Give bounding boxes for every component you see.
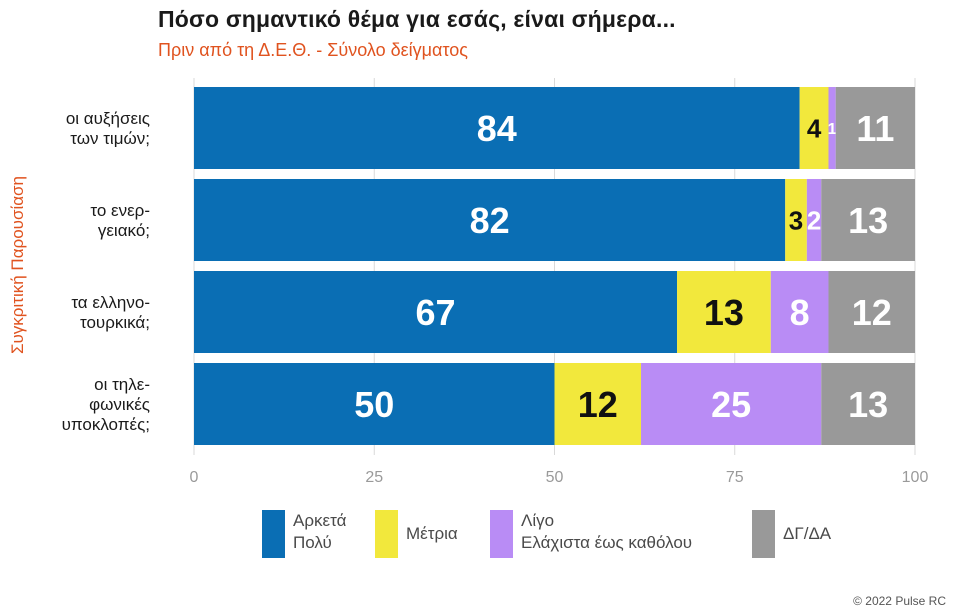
category-label: οι αυξήσεις [66,109,150,128]
legend-label: ΔΓ/ΔΑ [783,524,832,543]
chart-title: Πόσο σημαντικό θέμα για εσάς, είναι σήμε… [158,6,676,32]
bar-segment [770,271,829,353]
category-label: τουρκικά; [80,313,150,332]
legend-swatch [375,510,398,558]
x-tick-label: 75 [726,469,744,486]
x-tick-label: 0 [190,469,199,486]
data-label: 12 [578,384,618,425]
bar-segment [785,179,807,261]
data-label: 4 [807,113,822,143]
category-label: οι τηλε- [94,375,150,394]
x-tick-label: 100 [902,469,929,486]
data-label: 13 [848,200,888,241]
data-label: 1 [828,121,837,138]
bar-segment [194,87,800,169]
chart-subtitle: Πριν από τη Δ.Ε.Θ. - Σύνολο δείγματος [158,40,468,60]
bar-segment [828,87,836,169]
category-label: το ενερ- [90,201,150,220]
bar-segment [554,363,642,445]
x-tick-label: 50 [546,469,564,486]
data-label: 12 [852,292,892,333]
legend-item: Λίγο Ελάχιστα έως καθόλου [490,510,692,558]
data-label: 8 [790,292,810,333]
stacked-bar-chart: 0255075100PULSERESEARCH & CONSULTING8441… [62,78,929,486]
category-label: φωνικές [89,395,150,414]
data-label: 2 [807,205,821,235]
legend-swatch [490,510,513,558]
bar-segment [806,179,822,261]
bar-segment [194,179,786,261]
bar-segment [821,179,915,261]
data-label: 67 [416,292,456,333]
legend-label: Αρκετά Πολύ [293,511,347,552]
data-label: 11 [856,108,894,149]
data-label: 13 [704,292,744,333]
category-label: τα ελληνο- [71,293,150,312]
legend-item: Μέτρια [375,510,458,558]
bar-segment [641,363,822,445]
category-label: γειακό; [98,221,150,240]
legend-swatch [752,510,775,558]
data-label: 3 [789,205,803,235]
legend-item: ΔΓ/ΔΑ [752,510,831,558]
x-tick-label: 25 [365,469,383,486]
chart-legend: Αρκετά Πολύ Μέτρια Λίγο Ελάχιστα έως καθόλου… [262,510,882,560]
bar-segment [799,87,829,169]
legend-item: Αρκετά Πολύ [262,510,346,558]
category-label: των τιμών; [70,129,150,148]
category-label: υποκλοπές; [62,415,150,434]
legend-label: Λίγο Ελάχιστα έως καθόλου [521,511,693,552]
bar-segment [821,363,915,445]
data-label: 82 [470,200,510,241]
data-label: 84 [477,108,517,149]
bar-segment [194,363,555,445]
copyright-text: © 2022 Pulse RC [853,594,946,608]
legend-label: Μέτρια [406,524,458,543]
data-label: 13 [848,384,888,425]
data-label: 50 [354,384,394,425]
bar-segment [194,271,678,353]
legend-swatch [262,510,285,558]
bar-segment [835,87,915,169]
bar-segment [677,271,771,353]
data-label: 25 [711,384,751,425]
bar-segment [828,271,915,353]
